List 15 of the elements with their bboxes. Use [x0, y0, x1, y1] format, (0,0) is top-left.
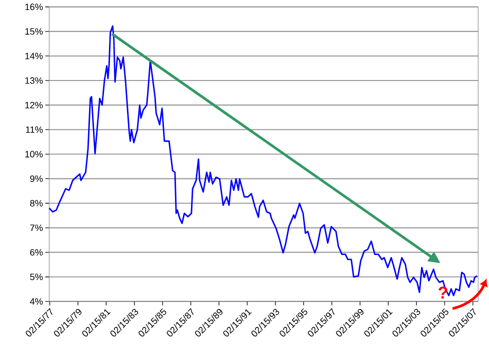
y-tick-label: 12% — [25, 102, 43, 108]
y-tick-label: 5% — [30, 274, 43, 280]
y-tick-label: 11% — [26, 126, 43, 133]
y-tick-label: 7% — [30, 224, 43, 232]
annotation: ? — [438, 286, 448, 299]
y-tick-label: 16% — [25, 4, 43, 10]
line-series — [48, 25, 478, 296]
y-tick-label: 13% — [25, 77, 43, 84]
y-tick-label: 8% — [30, 200, 43, 207]
y-tick-label: 14% — [25, 52, 43, 60]
y-tick-label: 10% — [25, 151, 43, 158]
y-tick-label: 4% — [30, 298, 43, 305]
y-tick-label: 9% — [30, 176, 43, 182]
y-tick-label: 15% — [25, 28, 43, 35]
y-tick-label: 6% — [30, 249, 43, 256]
